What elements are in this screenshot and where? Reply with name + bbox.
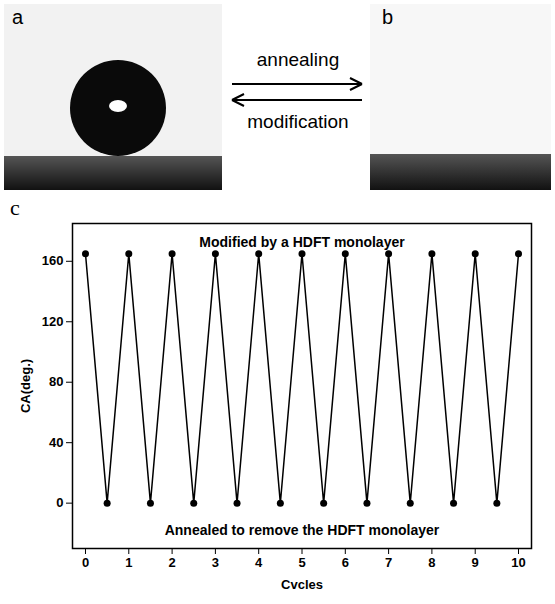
- svg-text:5: 5: [298, 555, 305, 570]
- html-text:c: c: [10, 195, 20, 220]
- svg-text:120: 120: [42, 314, 64, 329]
- svg-text:0: 0: [82, 555, 89, 570]
- svg-text:9: 9: [472, 555, 479, 570]
- svg-text:6: 6: [342, 555, 349, 570]
- svg-text:8: 8: [428, 555, 435, 570]
- svg-text:1: 1: [125, 555, 132, 570]
- svg-text:modification: modification: [247, 111, 348, 132]
- svg-text:annealing: annealing: [257, 49, 339, 70]
- svg-text:3: 3: [212, 555, 219, 570]
- svg-text:40: 40: [49, 435, 63, 450]
- svg-text:160: 160: [42, 253, 64, 268]
- svg-text:CA(deg.): CA(deg.): [18, 359, 33, 413]
- svg-text:80: 80: [49, 374, 63, 389]
- svg-text:Cvcles: Cvcles: [281, 577, 323, 592]
- svg-text:4: 4: [255, 555, 263, 570]
- svg-text:2: 2: [168, 555, 175, 570]
- svg-text:0: 0: [56, 495, 63, 510]
- svg-text:a: a: [12, 6, 24, 28]
- svg-text:7: 7: [385, 555, 392, 570]
- svg-text:b: b: [382, 6, 393, 28]
- svg-text:Annealed to remove the HDFT mo: Annealed to remove the HDFT monolayer: [165, 522, 440, 538]
- svg-text:Modified by a HDFT monolayer: Modified by a HDFT monolayer: [199, 234, 405, 250]
- svg-text:10: 10: [511, 555, 525, 570]
